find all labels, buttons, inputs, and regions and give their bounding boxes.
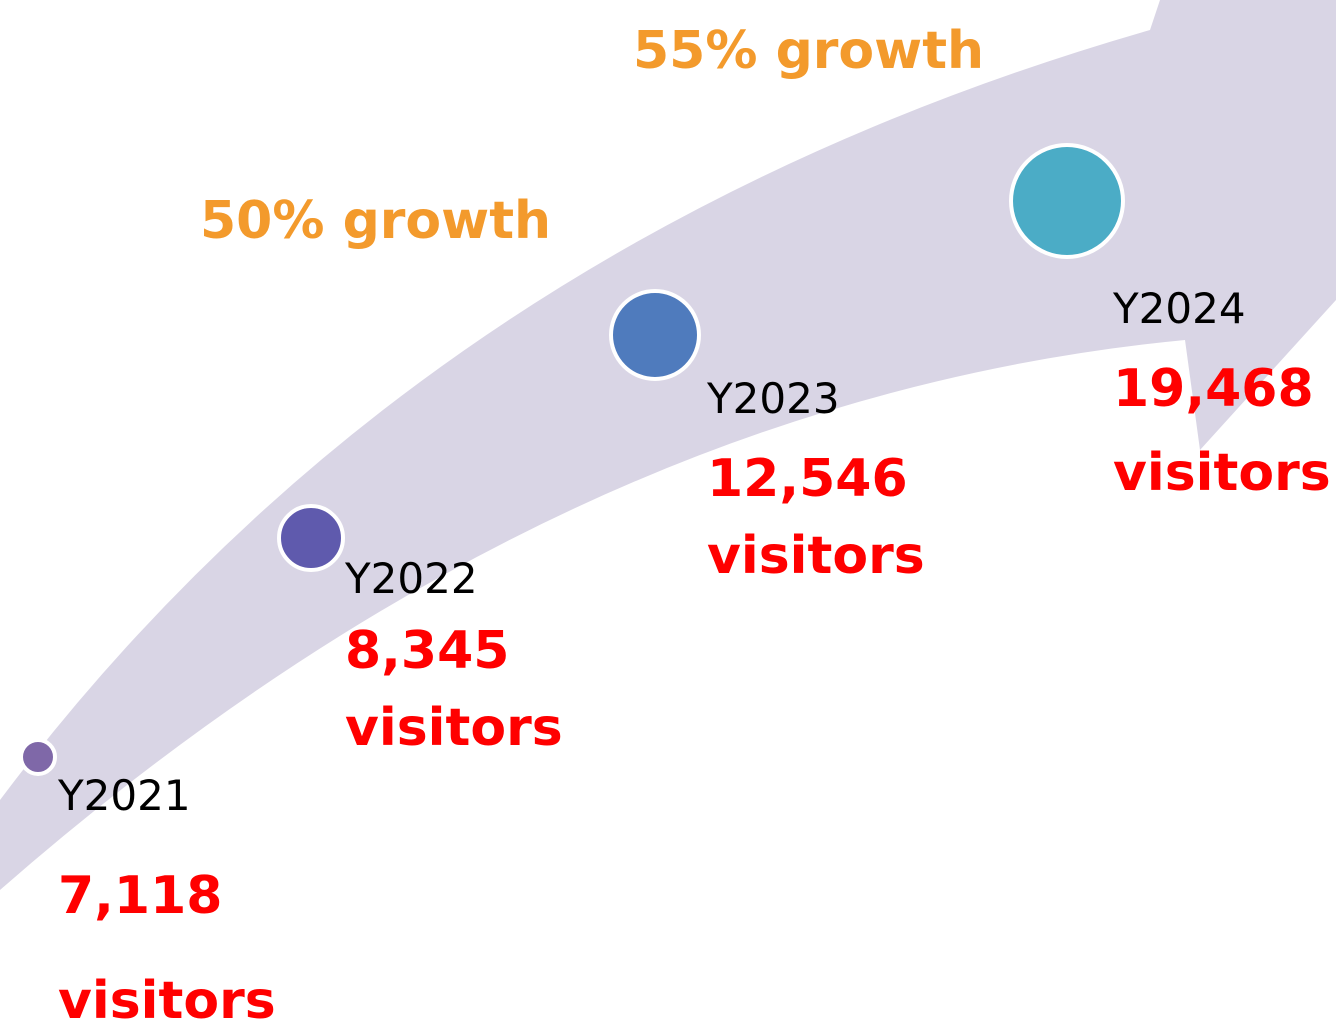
growth-annotation: 50% growth	[200, 191, 551, 251]
node-unit: visitors	[707, 526, 925, 586]
growth-annotation: 55% growth	[633, 21, 984, 81]
node-unit: visitors	[1113, 443, 1331, 503]
node-dot	[609, 289, 701, 381]
node-dot	[1009, 143, 1125, 259]
node-value: 19,468	[1113, 359, 1314, 419]
node-value: 12,546	[707, 449, 908, 509]
growth-arrow	[0, 0, 1336, 890]
node-unit: visitors	[58, 971, 276, 1030]
node-label: Y2023	[706, 374, 840, 423]
node-dot	[19, 738, 57, 776]
node-label: Y2022	[344, 554, 478, 603]
node-value: 8,345	[345, 621, 509, 681]
node-unit: visitors	[345, 698, 563, 758]
node-label: Y2021	[57, 771, 191, 820]
node-label: Y2024	[1112, 284, 1246, 333]
node-dot	[277, 504, 345, 572]
node-value: 7,118	[58, 866, 222, 926]
